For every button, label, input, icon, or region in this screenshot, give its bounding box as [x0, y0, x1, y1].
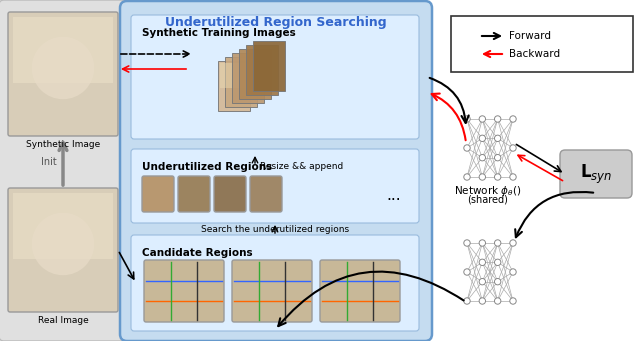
Text: Forward: Forward	[509, 31, 551, 41]
Text: Network $\phi_{\theta}()$: Network $\phi_{\theta}()$	[454, 184, 522, 198]
Text: Init: Init	[41, 157, 57, 167]
FancyBboxPatch shape	[8, 12, 118, 136]
FancyBboxPatch shape	[13, 17, 113, 83]
FancyBboxPatch shape	[131, 15, 419, 139]
FancyBboxPatch shape	[178, 176, 210, 212]
Circle shape	[510, 116, 516, 122]
FancyBboxPatch shape	[220, 63, 248, 88]
Circle shape	[479, 116, 486, 122]
Circle shape	[479, 135, 486, 142]
Circle shape	[32, 213, 94, 275]
FancyBboxPatch shape	[451, 16, 633, 72]
FancyBboxPatch shape	[0, 0, 127, 341]
Circle shape	[479, 279, 486, 285]
Circle shape	[495, 259, 501, 266]
Circle shape	[510, 145, 516, 151]
Text: Synthetic Training Images: Synthetic Training Images	[142, 28, 296, 38]
Text: Resize && append: Resize && append	[260, 162, 343, 171]
FancyBboxPatch shape	[239, 49, 271, 99]
Circle shape	[479, 259, 486, 266]
Circle shape	[464, 116, 470, 122]
Circle shape	[479, 174, 486, 180]
Circle shape	[464, 174, 470, 180]
Text: Search the underutilized regions: Search the underutilized regions	[201, 224, 349, 234]
Text: Backward: Backward	[509, 49, 560, 59]
Circle shape	[495, 135, 501, 142]
Circle shape	[510, 269, 516, 275]
FancyBboxPatch shape	[225, 57, 257, 107]
FancyBboxPatch shape	[232, 53, 264, 103]
FancyBboxPatch shape	[144, 260, 224, 322]
Circle shape	[495, 116, 501, 122]
FancyBboxPatch shape	[131, 235, 419, 331]
Circle shape	[495, 240, 501, 246]
Circle shape	[495, 298, 501, 304]
Circle shape	[464, 240, 470, 246]
Text: Candidate Regions: Candidate Regions	[142, 248, 253, 258]
FancyBboxPatch shape	[232, 260, 312, 322]
Circle shape	[495, 279, 501, 285]
FancyBboxPatch shape	[142, 176, 174, 212]
Text: Underutilized Region Searching: Underutilized Region Searching	[165, 16, 387, 29]
FancyBboxPatch shape	[131, 149, 419, 223]
Circle shape	[32, 37, 94, 99]
FancyBboxPatch shape	[218, 61, 250, 111]
Circle shape	[479, 154, 486, 161]
FancyBboxPatch shape	[560, 150, 632, 198]
Circle shape	[479, 240, 486, 246]
Circle shape	[464, 269, 470, 275]
Circle shape	[479, 298, 486, 304]
Circle shape	[495, 154, 501, 161]
Circle shape	[464, 298, 470, 304]
Text: $\mathbf{L}_{syn}$: $\mathbf{L}_{syn}$	[580, 162, 612, 186]
FancyBboxPatch shape	[250, 176, 282, 212]
Circle shape	[464, 145, 470, 151]
FancyBboxPatch shape	[246, 45, 278, 95]
Circle shape	[510, 298, 516, 304]
Circle shape	[510, 240, 516, 246]
Circle shape	[495, 174, 501, 180]
FancyBboxPatch shape	[253, 41, 285, 91]
Text: Underutilized Regions: Underutilized Regions	[142, 162, 272, 172]
FancyBboxPatch shape	[320, 260, 400, 322]
Text: (shared): (shared)	[468, 195, 508, 205]
FancyBboxPatch shape	[120, 1, 432, 341]
FancyBboxPatch shape	[13, 193, 113, 259]
Circle shape	[510, 174, 516, 180]
FancyBboxPatch shape	[8, 188, 118, 312]
FancyBboxPatch shape	[214, 176, 246, 212]
Text: ...: ...	[387, 189, 401, 204]
Text: Real Image: Real Image	[38, 316, 88, 325]
Text: Synthetic Image: Synthetic Image	[26, 140, 100, 149]
